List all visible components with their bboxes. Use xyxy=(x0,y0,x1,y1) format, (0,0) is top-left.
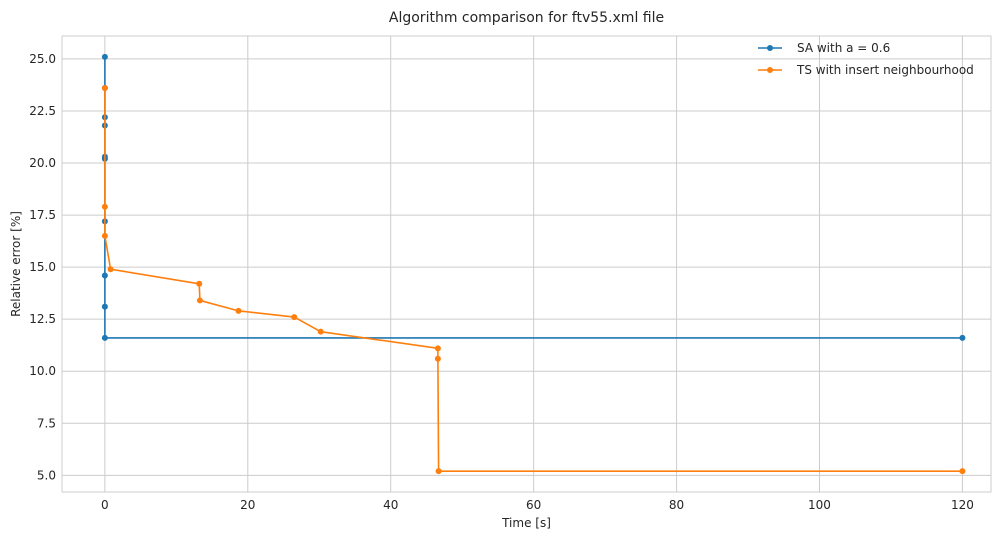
x-tick-label: 120 xyxy=(951,498,974,512)
chart-title: Algorithm comparison for ftv55.xml file xyxy=(389,10,664,26)
data-point xyxy=(291,314,298,321)
y-tick-label: 22.5 xyxy=(29,104,56,118)
y-tick-label: 20.0 xyxy=(29,156,56,170)
data-point xyxy=(196,297,203,304)
x-tick-label: 20 xyxy=(240,498,255,512)
x-tick-label: 80 xyxy=(669,498,684,512)
data-point xyxy=(435,468,442,475)
y-tick-label: 7.5 xyxy=(37,416,56,430)
data-point xyxy=(196,280,203,287)
data-point xyxy=(434,355,441,362)
legend-label-sa: SA with a = 0.6 xyxy=(797,41,890,55)
grid xyxy=(62,36,991,492)
legend-marker-ts xyxy=(767,67,773,73)
data-point xyxy=(235,307,242,314)
data-point xyxy=(107,266,114,273)
plot-area xyxy=(61,35,992,493)
tick-labels: 0 20 40 60 80 100 120 5.0 7.5 10.0 12.5 15.0 17.5 20.… xyxy=(29,52,974,512)
series-ts xyxy=(101,85,966,475)
data-point xyxy=(101,272,108,279)
y-axis-label: Relative error [%] xyxy=(9,211,23,317)
data-point xyxy=(101,334,108,341)
y-tick-label: 10.0 xyxy=(29,364,56,378)
series-layer xyxy=(101,53,966,475)
data-point xyxy=(317,328,324,335)
x-tick-label: 60 xyxy=(526,498,541,512)
y-tick-label: 25.0 xyxy=(29,52,56,66)
legend-label-ts: TS with insert neighbourhood xyxy=(796,63,974,77)
legend-marker-sa xyxy=(767,45,773,51)
data-point xyxy=(959,468,966,475)
data-point xyxy=(101,303,108,310)
data-point xyxy=(101,232,108,239)
y-tick-label: 12.5 xyxy=(29,312,56,326)
y-tick-label: 17.5 xyxy=(29,208,56,222)
legend: SA with a = 0.6 TS with insert neighbour… xyxy=(758,41,974,77)
x-tick-label: 0 xyxy=(101,498,109,512)
x-axis-label: Time [s] xyxy=(501,516,551,530)
data-point xyxy=(959,334,966,341)
y-tick-label: 5.0 xyxy=(37,468,56,482)
data-point xyxy=(101,203,108,210)
data-point xyxy=(434,345,441,352)
y-tick-label: 15.0 xyxy=(29,260,56,274)
x-tick-label: 100 xyxy=(808,498,831,512)
x-tick-label: 40 xyxy=(383,498,398,512)
data-point xyxy=(101,53,108,60)
data-point xyxy=(101,85,108,92)
